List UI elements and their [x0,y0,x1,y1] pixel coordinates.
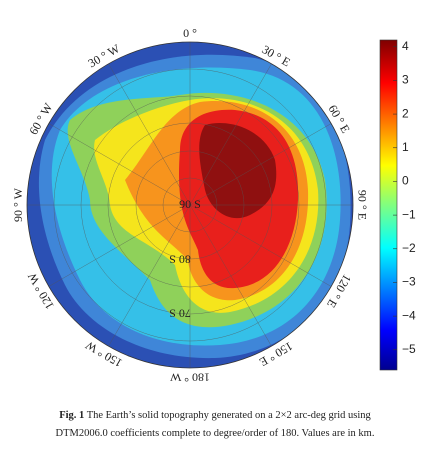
colorbar-tick-label: 2 [402,106,409,120]
colorbar-tick-label: 1 [402,140,409,154]
colorbar-tick-label: −4 [402,308,416,322]
colorbar [379,39,398,371]
caption-line: Fig. 1 The Earth’s solid topography gene… [59,410,371,421]
map-border [26,41,354,369]
map-disk [27,42,353,368]
colorbar-tick-label: 0 [402,174,409,188]
longitude-label: 0 ° [183,26,197,40]
colorbar-tick-label: 4 [402,39,409,53]
latitude-label: 70 S [169,306,191,320]
caption-line: DTM2006.0 coefficients complete to degre… [56,428,375,439]
colorbar-tick-label: 3 [402,73,409,87]
longitude-label: 90 ° W [11,187,25,222]
latitude-label: 80 S [169,252,191,266]
colorbar-tick-label: −1 [402,207,416,221]
caption-label: Fig. 1 [59,410,84,421]
colorbar-tick-label: −5 [402,342,416,356]
colorbar-tick-label: −2 [402,241,416,255]
latitude-label: 90 S [179,197,201,211]
caption-text: The Earth’s solid topography generated o… [84,410,371,421]
colorbar-tick-label: −3 [402,275,416,289]
longitude-label: 180 ° W [169,370,210,384]
longitude-label: 90 ° E [355,190,369,220]
